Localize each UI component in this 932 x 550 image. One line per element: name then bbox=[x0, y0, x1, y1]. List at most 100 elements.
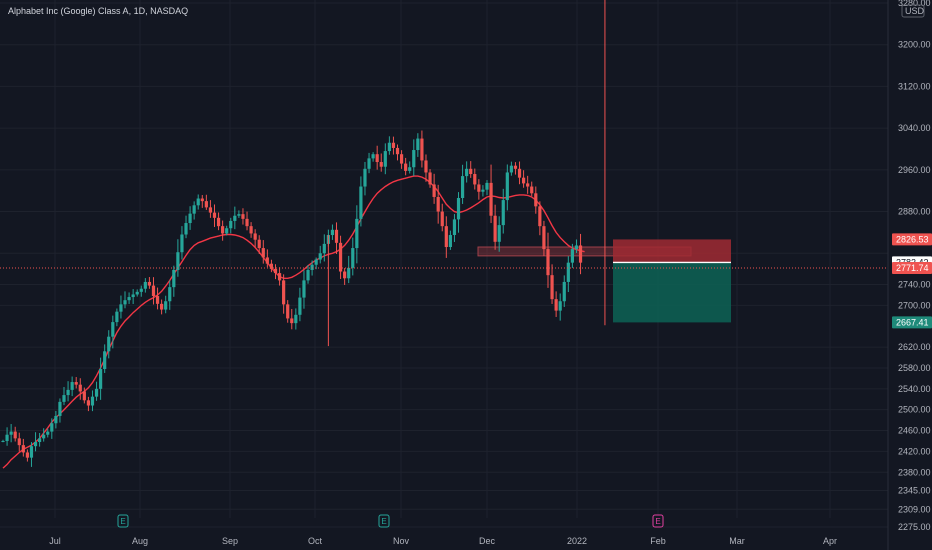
candle-88 bbox=[359, 176, 363, 227]
candle-85 bbox=[347, 255, 351, 284]
candle-23 bbox=[94, 381, 99, 401]
y-tick-16: 2345.00 bbox=[898, 486, 931, 496]
candle-134 bbox=[546, 232, 550, 288]
candle-99 bbox=[404, 157, 408, 176]
candle-0 bbox=[1, 439, 5, 443]
candle-48 bbox=[196, 194, 200, 210]
y-tick-17: 2309.00 bbox=[898, 504, 931, 514]
candle-90 bbox=[367, 152, 371, 174]
candle-115 bbox=[469, 161, 473, 178]
candle-24 bbox=[99, 357, 103, 400]
candle-69 bbox=[282, 274, 286, 314]
candle-42 bbox=[172, 265, 176, 297]
candle-12 bbox=[50, 418, 54, 439]
candle-45 bbox=[184, 215, 188, 239]
candle-102 bbox=[416, 133, 420, 157]
y-tick-8: 2700.00 bbox=[898, 300, 931, 310]
currency-badge[interactable]: USD bbox=[901, 4, 925, 18]
candle-87 bbox=[355, 205, 359, 264]
candle-133 bbox=[542, 220, 546, 257]
candle-38 bbox=[155, 287, 160, 310]
currency-label: USD bbox=[905, 6, 925, 16]
candle-8 bbox=[33, 432, 38, 452]
candle-64 bbox=[261, 240, 265, 264]
candle-60 bbox=[245, 211, 249, 231]
candle-78 bbox=[318, 245, 322, 264]
candle-22 bbox=[90, 390, 95, 412]
candle-132 bbox=[538, 201, 542, 236]
candle-141 bbox=[574, 239, 579, 253]
candle-41 bbox=[168, 280, 172, 310]
candle-84 bbox=[343, 268, 347, 285]
candle-71 bbox=[290, 308, 294, 330]
x-tick-3: Oct bbox=[308, 536, 323, 546]
candle-7 bbox=[29, 442, 34, 467]
candle-52 bbox=[212, 204, 217, 227]
earnings-marker-0[interactable]: E bbox=[117, 514, 129, 528]
svg-text:2826.53: 2826.53 bbox=[896, 234, 929, 244]
candle-40 bbox=[164, 295, 168, 314]
candle-10 bbox=[42, 428, 46, 442]
candle-65 bbox=[265, 249, 269, 268]
y-tick-18: 2275.00 bbox=[898, 522, 931, 532]
candle-129 bbox=[526, 175, 530, 194]
earnings-marker-2[interactable]: E bbox=[652, 514, 664, 528]
candle-95 bbox=[387, 136, 391, 155]
candle-27 bbox=[111, 315, 115, 349]
candle-50 bbox=[204, 194, 208, 210]
candle-100 bbox=[408, 161, 412, 174]
candle-74 bbox=[302, 270, 306, 309]
earnings-marker-1[interactable]: E bbox=[378, 514, 390, 528]
candle-75 bbox=[306, 264, 310, 284]
candle-101 bbox=[412, 139, 416, 176]
candle-63 bbox=[257, 235, 261, 254]
candle-124 bbox=[505, 164, 509, 211]
svg-text:2771.74: 2771.74 bbox=[896, 263, 929, 273]
candle-32 bbox=[131, 289, 135, 304]
candle-121 bbox=[493, 204, 497, 250]
candle-28 bbox=[115, 308, 119, 327]
candle-83 bbox=[338, 235, 343, 279]
candle-62 bbox=[253, 229, 257, 248]
x-tick-5: Dec bbox=[479, 536, 496, 546]
time-axis[interactable]: Jul Aug Sep Oct Nov Dec 2022 Feb Mar Apr bbox=[49, 536, 837, 546]
take-profit-zone[interactable] bbox=[613, 262, 731, 323]
candle-53 bbox=[216, 212, 221, 231]
candle-20 bbox=[82, 387, 86, 404]
candle-123 bbox=[501, 188, 505, 234]
candle-37 bbox=[151, 277, 156, 305]
y-tick-1: 3200.00 bbox=[898, 40, 931, 50]
candles bbox=[1, 0, 606, 467]
candle-98 bbox=[399, 150, 404, 169]
candle-108 bbox=[440, 203, 444, 232]
candle-139 bbox=[566, 256, 570, 293]
candle-13 bbox=[54, 411, 58, 429]
candle-106 bbox=[432, 173, 436, 204]
candle-135 bbox=[550, 264, 554, 304]
candle-14 bbox=[58, 398, 62, 423]
candle-86 bbox=[351, 237, 355, 276]
stop-loss-zone[interactable] bbox=[613, 239, 731, 263]
candle-17 bbox=[70, 376, 74, 397]
price-axis[interactable]: 3280.00 3200.00 3120.00 3040.00 2960.00 2880.… bbox=[887, 0, 931, 550]
candle-103 bbox=[420, 130, 424, 168]
grid-lines bbox=[0, 0, 888, 528]
candle-104 bbox=[424, 154, 428, 182]
candle-34 bbox=[139, 285, 143, 297]
x-tick-6: 2022 bbox=[567, 536, 587, 546]
target-tag: 2667.41 bbox=[892, 316, 932, 329]
candle-105 bbox=[428, 169, 432, 188]
candle-77 bbox=[314, 257, 318, 270]
chart-title: Alphabet Inc (Google) Class A, 1D, NASDA… bbox=[8, 6, 188, 16]
y-tick-4: 2960.00 bbox=[898, 165, 931, 175]
candle-137 bbox=[558, 293, 562, 321]
candle-82 bbox=[334, 222, 339, 254]
x-tick-0: Jul bbox=[49, 536, 61, 546]
candle-4 bbox=[17, 432, 21, 452]
candle-119 bbox=[485, 180, 489, 196]
y-tick-2: 3120.00 bbox=[898, 81, 931, 91]
candle-43 bbox=[176, 239, 180, 277]
